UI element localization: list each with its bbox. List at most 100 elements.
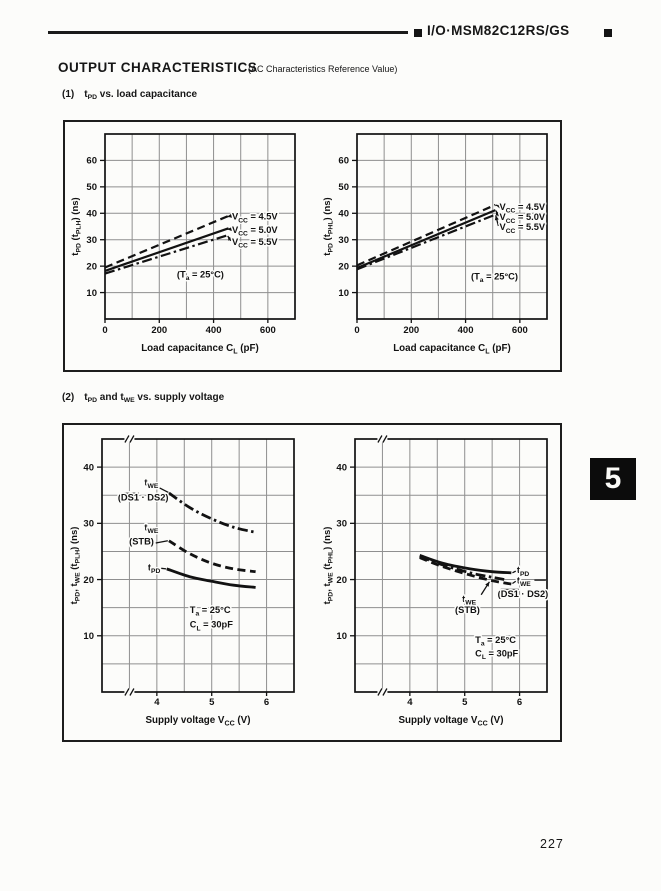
- svg-text:30: 30: [338, 235, 349, 246]
- svg-text:400: 400: [206, 325, 222, 336]
- svg-text:tWE: tWE: [517, 575, 531, 588]
- header-square-left-icon: [414, 29, 422, 37]
- svg-text:5: 5: [209, 697, 215, 708]
- svg-text:20: 20: [338, 261, 349, 272]
- header-brand: I/O·MSM82C12RS/GS: [427, 23, 570, 38]
- svg-text:tPD, tWE (tPHL) (ns): tPD, tWE (tPHL) (ns): [322, 527, 335, 605]
- series-1: [104, 227, 229, 272]
- svg-text:0: 0: [354, 325, 359, 336]
- tpd-twe-tplh-vs-supply-voltage: 4 5 6 10 20 30 40 tWE (DS1 · DS2) tWE (STB) tPD Ta =…: [69, 435, 295, 728]
- svg-text:60: 60: [338, 156, 349, 167]
- svg-text:5: 5: [462, 697, 468, 708]
- svg-text:Ta = 25°C: Ta = 25°C: [190, 605, 231, 618]
- svg-text:6: 6: [517, 697, 522, 708]
- series-0: [356, 203, 496, 267]
- svg-text:(Ta = 25°C): (Ta = 25°C): [471, 271, 518, 284]
- grid: [355, 439, 547, 692]
- svg-text:VCC = 4.5V: VCC = 4.5V: [500, 202, 546, 215]
- svg-text:(DS1 · DS2): (DS1 · DS2): [118, 493, 169, 503]
- series-0: [168, 491, 256, 534]
- svg-text:30: 30: [336, 519, 347, 530]
- svg-text:VCC = 5.0V: VCC = 5.0V: [500, 212, 546, 225]
- series-1: [168, 539, 256, 574]
- svg-text:200: 200: [151, 325, 167, 336]
- chart-tpd-tphl-vs-load-capacitance: 0 200 400 600 10 20 30 40 50 60 VCC = 4.5V VCC = 5.…: [317, 122, 565, 372]
- svg-text:Supply voltage VCC (V): Supply voltage VCC (V): [399, 715, 504, 728]
- svg-text:VCC = 5.5V: VCC = 5.5V: [500, 222, 546, 235]
- section-1-title: tPD vs. load capacitance: [84, 89, 198, 102]
- figure-box-1: 0 200 400 600 10 20 30 40 50 60 VCC = 4.5V VCC = 5.…: [63, 120, 562, 372]
- svg-text:tPD (tPHL) (ns): tPD (tPHL) (ns): [322, 197, 335, 255]
- grid: [105, 134, 295, 319]
- svg-text:10: 10: [83, 631, 94, 642]
- svg-text:Ta = 25°C: Ta = 25°C: [475, 635, 516, 648]
- svg-text:30: 30: [83, 519, 94, 530]
- grid: [357, 134, 547, 319]
- svg-text:6: 6: [264, 697, 269, 708]
- svg-text:tWE: tWE: [144, 522, 158, 535]
- svg-text:(DS1 · DS2): (DS1 · DS2): [498, 589, 549, 599]
- section-2-title: tPD and tWE vs. supply voltage: [84, 392, 225, 405]
- series-2: [104, 233, 229, 275]
- chart-tpd-tplh-vs-load-capacitance: 0 200 400 600 10 20 30 40 50 60 VCC = 4.5V VCC = 5.…: [65, 122, 313, 372]
- svg-text:50: 50: [338, 182, 349, 193]
- svg-text:40: 40: [338, 209, 349, 220]
- svg-text:tWE: tWE: [144, 477, 158, 490]
- series-2: [166, 567, 256, 589]
- svg-text:tWE: tWE: [462, 594, 476, 607]
- section-2-number: (2): [62, 392, 75, 403]
- svg-text:VCC = 5.5V: VCC = 5.5V: [232, 237, 278, 250]
- header-square-right-icon: [604, 29, 612, 37]
- svg-text:20: 20: [86, 261, 97, 272]
- svg-text:40: 40: [83, 462, 94, 473]
- svg-text:4: 4: [154, 697, 160, 708]
- svg-text:(Ta = 25°C): (Ta = 25°C): [177, 269, 224, 282]
- svg-text:50: 50: [86, 182, 97, 193]
- page-number: 227: [540, 837, 564, 851]
- section-1-number: (1): [62, 89, 75, 100]
- svg-text:Load capacitance CL (pF): Load capacitance CL (pF): [393, 343, 511, 356]
- figure-box-2: 4 5 6 10 20 30 40 tWE (DS1 · DS2) tWE (STB) tPD Ta =…: [62, 423, 562, 742]
- series-2: [356, 213, 496, 271]
- page-title: OUTPUT CHARACTERISTICS: [58, 60, 258, 75]
- series-0: [104, 214, 229, 269]
- svg-text:(STB): (STB): [129, 537, 154, 547]
- series-1: [356, 209, 496, 270]
- svg-text:60: 60: [86, 156, 97, 167]
- svg-text:CL = 30pF: CL = 30pF: [475, 648, 518, 661]
- svg-text:0: 0: [102, 325, 107, 336]
- svg-text:200: 200: [403, 325, 419, 336]
- svg-text:10: 10: [86, 288, 97, 299]
- header-rule: [48, 31, 408, 34]
- svg-text:400: 400: [458, 325, 474, 336]
- svg-text:600: 600: [512, 325, 528, 336]
- svg-text:30: 30: [86, 235, 97, 246]
- svg-text:10: 10: [338, 288, 349, 299]
- svg-text:20: 20: [336, 575, 347, 586]
- chapter-tab: 5: [590, 458, 636, 500]
- svg-text:tPD: tPD: [517, 565, 530, 578]
- svg-text:VCC = 4.5V: VCC = 4.5V: [232, 212, 278, 225]
- svg-text:(STB): (STB): [455, 605, 480, 615]
- svg-text:20: 20: [83, 575, 94, 586]
- svg-text:tPD, tWE (tPLH) (ns): tPD, tWE (tPLH) (ns): [69, 527, 82, 605]
- svg-text:CL = 30pF: CL = 30pF: [190, 620, 233, 633]
- svg-text:tPD: tPD: [148, 562, 161, 575]
- section-2-heading: (2) tPD and tWE vs. supply voltage: [62, 392, 224, 404]
- svg-text:VCC = 5.0V: VCC = 5.0V: [232, 225, 278, 238]
- svg-text:40: 40: [336, 462, 347, 473]
- series-2: [419, 556, 512, 586]
- svg-text:Load capacitance CL (pF): Load capacitance CL (pF): [141, 343, 259, 356]
- grid: [102, 439, 294, 692]
- svg-text:Supply voltage VCC (V): Supply voltage VCC (V): [146, 715, 251, 728]
- svg-text:40: 40: [86, 209, 97, 220]
- svg-text:10: 10: [336, 631, 347, 642]
- section-1-heading: (1) tPD vs. load capacitance: [62, 89, 197, 101]
- chart-tpd-twe-tplh-vs-supply-voltage: 4 5 6 10 20 30 40 tWE (DS1 · DS2) tWE (STB) tPD Ta =…: [64, 425, 313, 740]
- page-title-note: (AC Characteristics Reference Value): [248, 64, 398, 74]
- svg-text:600: 600: [260, 325, 276, 336]
- svg-text:4: 4: [407, 697, 413, 708]
